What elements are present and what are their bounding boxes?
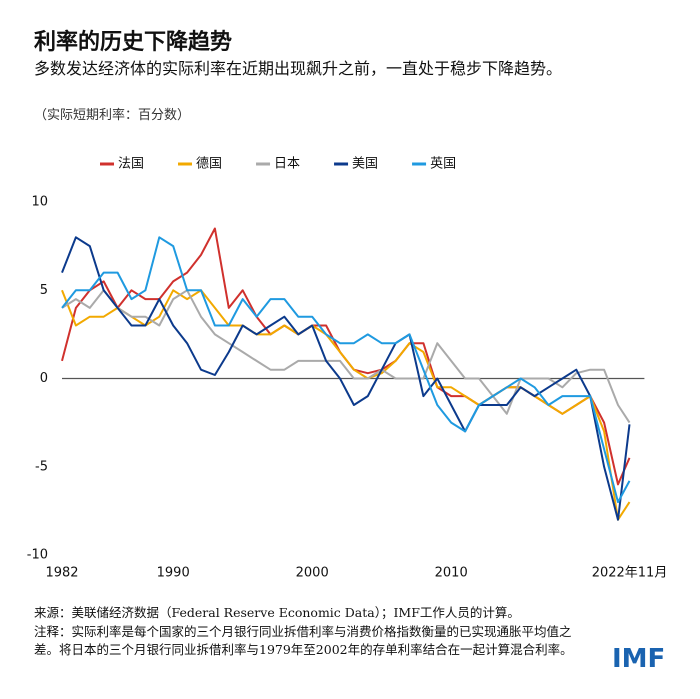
y-tick-label: -5	[35, 459, 48, 474]
footnote: 注释：实际利率是每个国家的三个月银行同业拆借利率与消费价格指数衡量的已实现通胀平…	[34, 624, 573, 657]
x-tick-label: 2010	[435, 566, 468, 581]
series-line	[61, 236, 631, 521]
x-tick-label: 2022年11月	[592, 566, 668, 581]
x-tick-label: 2000	[296, 566, 329, 581]
source-note: 来源：美联储经济数据（Federal Reserve Economic Data…	[34, 605, 520, 620]
series-line	[61, 236, 631, 504]
legend-label: 日本	[274, 157, 300, 172]
chart-subtitle: 多数发达经济体的实际利率在近期出现飙升之前，一直处于稳步下降趋势。	[34, 59, 563, 78]
legend-label: 法国	[118, 157, 144, 172]
plot-area	[61, 227, 631, 521]
chart-title: 利率的历史下降趋势	[34, 30, 233, 55]
y-tick-label: -10	[27, 548, 48, 563]
x-tick-label: 1990	[157, 566, 190, 581]
series-line	[61, 289, 631, 521]
x-tick-label: 1982	[45, 566, 78, 581]
series-line	[61, 227, 631, 486]
series-line	[61, 289, 631, 424]
legend-label: 英国	[430, 157, 456, 172]
logo: IMF	[612, 644, 666, 674]
unit-note: （实际短期利率：百分数）	[34, 108, 191, 123]
y-tick-label: 0	[40, 371, 48, 386]
legend-label: 德国	[196, 157, 222, 172]
chart: 10 5 0 -5 -10 1982 1990 2000 2010 2022年11月 法国 德国 日本 美…	[27, 157, 668, 581]
y-tick-label: 5	[40, 283, 48, 298]
legend-label: 美国	[352, 157, 378, 172]
y-tick-label: 10	[31, 195, 48, 210]
